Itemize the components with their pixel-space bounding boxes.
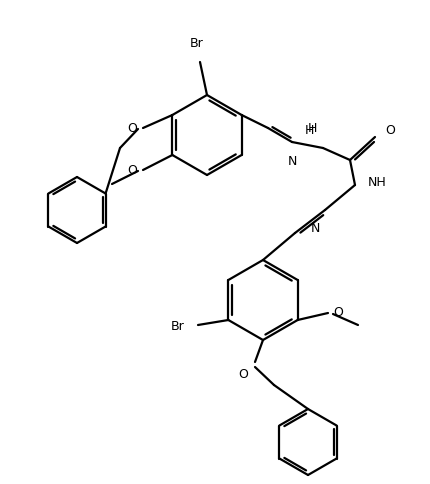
- Text: O: O: [385, 123, 395, 136]
- Text: H: H: [305, 123, 314, 136]
- Text: Br: Br: [171, 320, 185, 333]
- Text: N: N: [287, 155, 297, 168]
- Text: O: O: [333, 305, 343, 318]
- Text: O: O: [127, 121, 137, 135]
- Text: H: H: [307, 122, 316, 135]
- Text: O: O: [127, 164, 137, 177]
- Text: NH: NH: [368, 177, 387, 190]
- Text: O: O: [238, 368, 248, 381]
- Text: Br: Br: [190, 37, 204, 50]
- Text: N: N: [310, 222, 319, 235]
